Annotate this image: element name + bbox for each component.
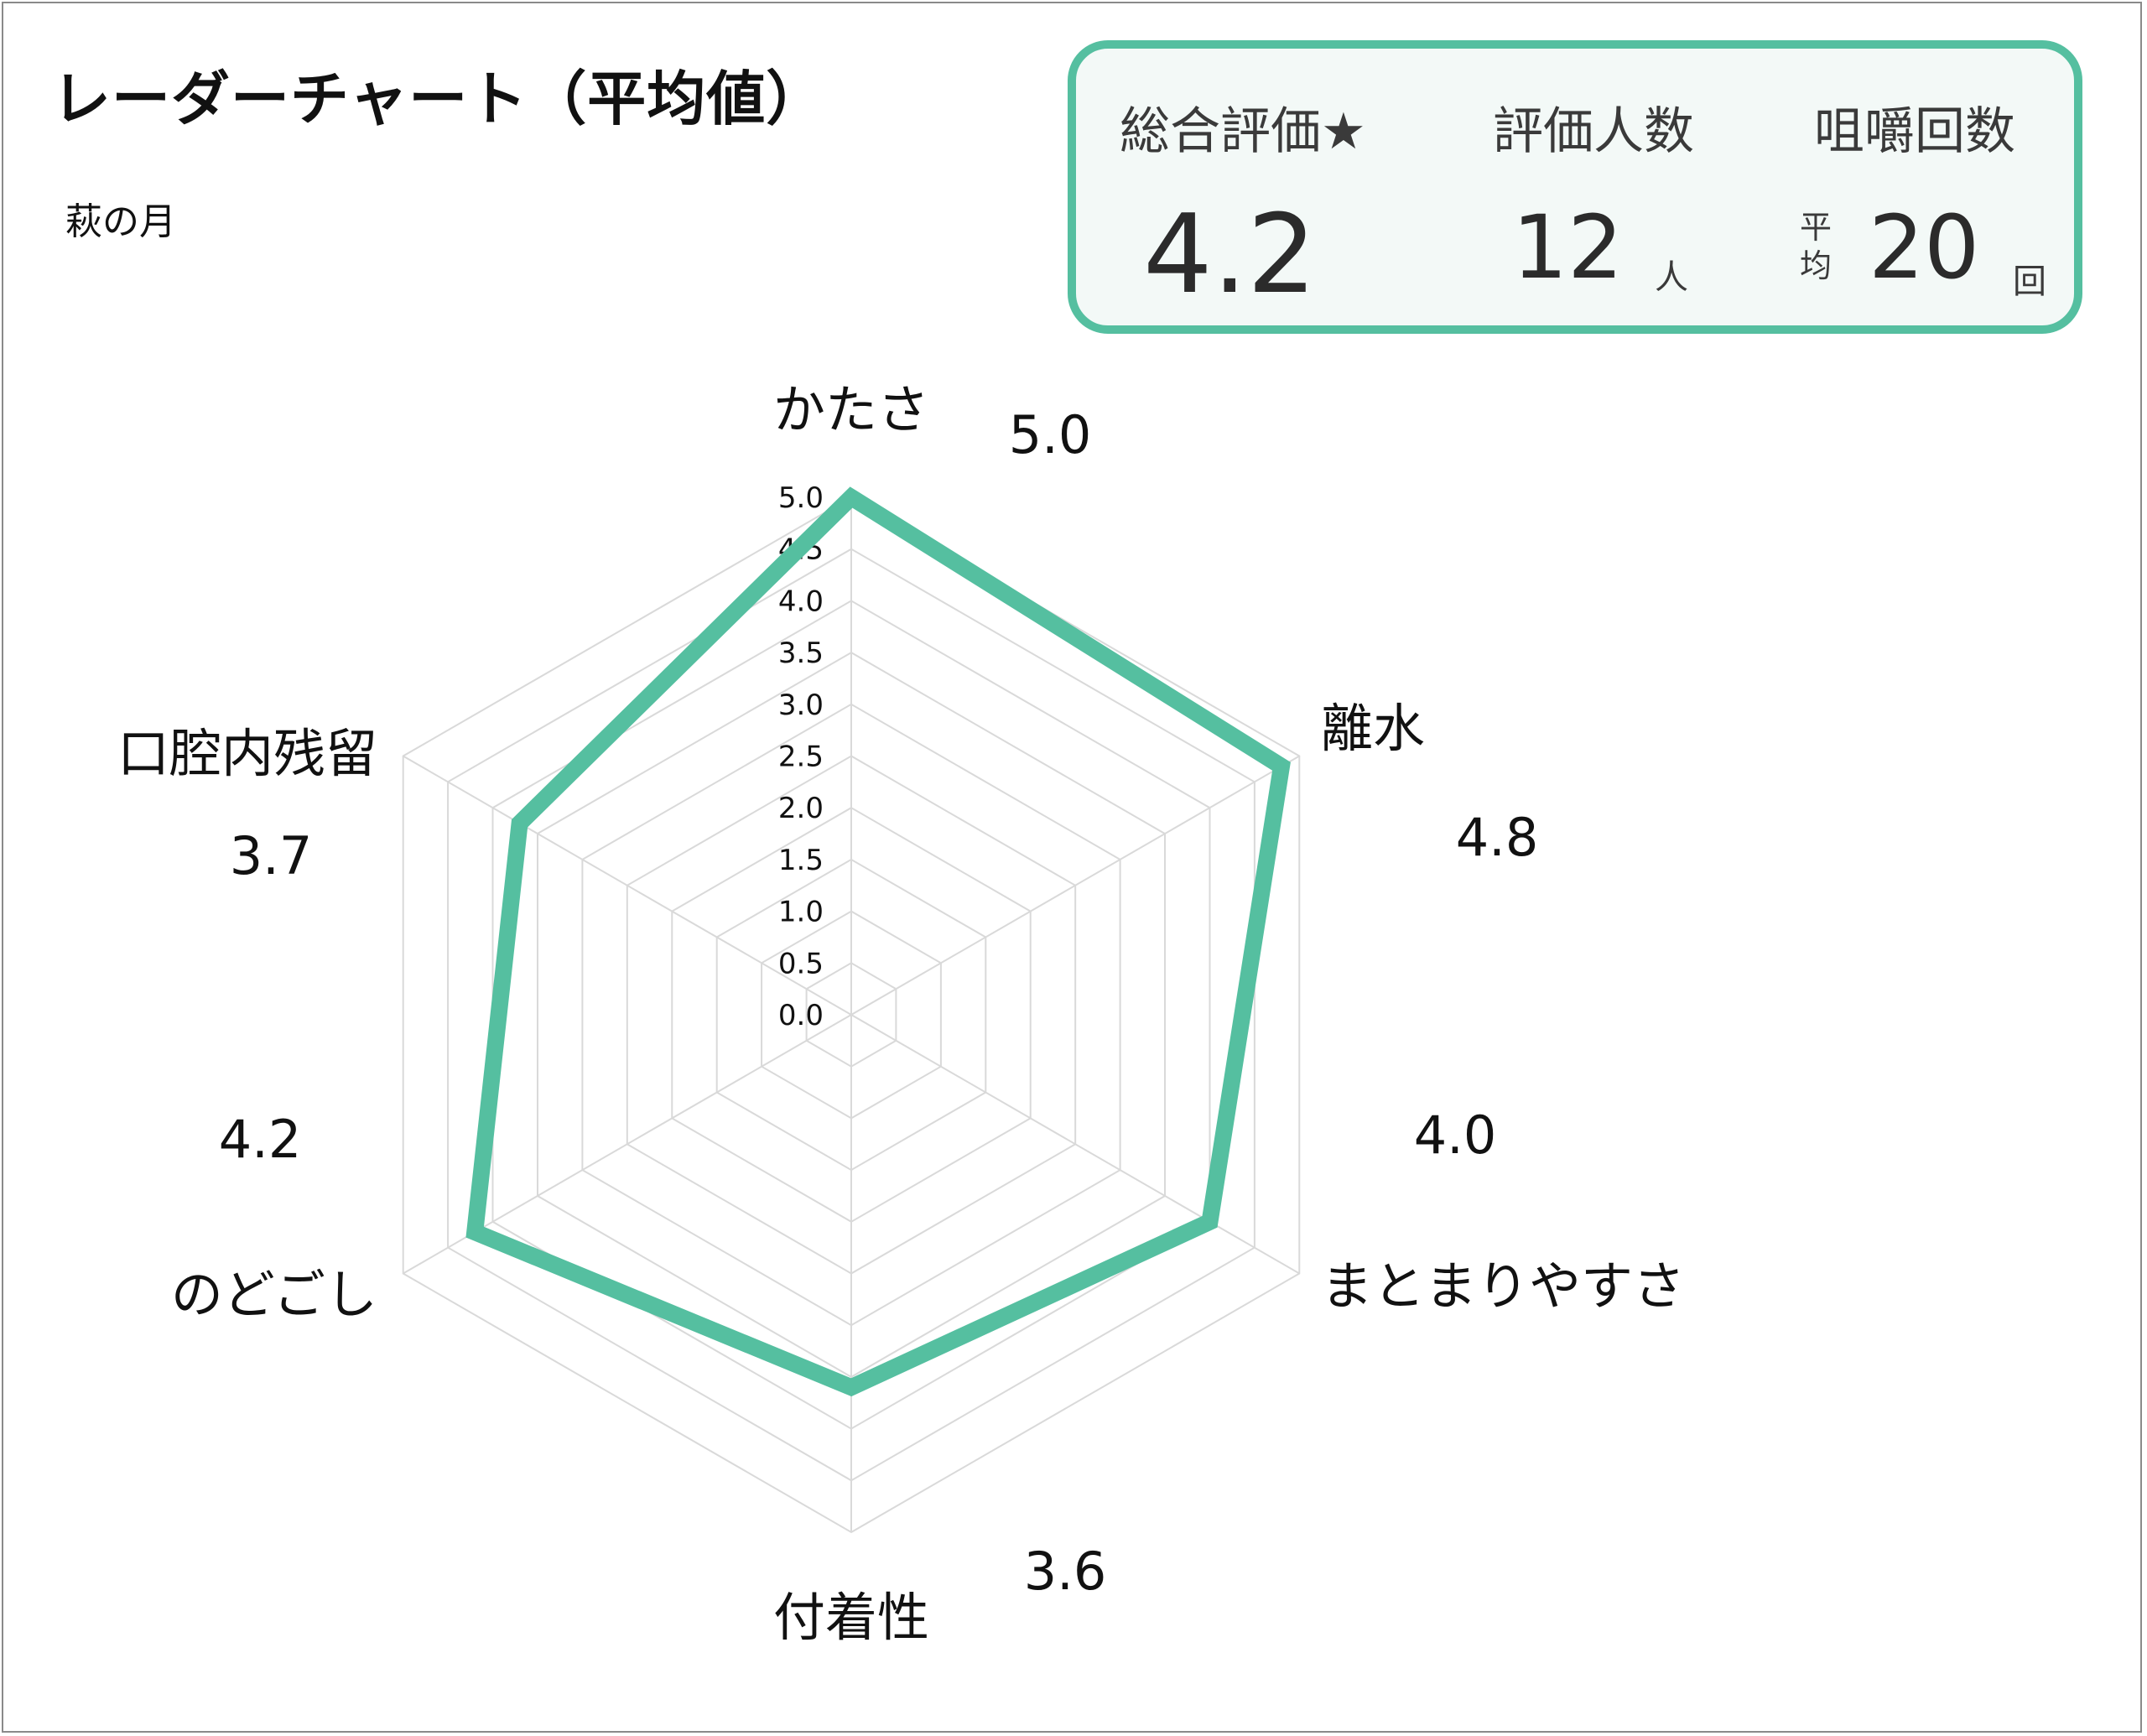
value-label: 4.0 (1414, 1104, 1497, 1166)
value-label: 4.8 (1456, 807, 1539, 868)
series-line (465, 486, 1291, 1397)
value-label: 5.0 (1009, 404, 1092, 465)
axis-label: かたさ (773, 379, 929, 440)
tick-label: 4.0 (778, 585, 824, 618)
value-label: 3.6 (1024, 1541, 1107, 1602)
chart-subtitle: 萩の月 (65, 200, 176, 243)
people-count-unit: 人 (1655, 258, 1688, 297)
chew-count-value: 20 (1869, 196, 1980, 299)
tick-label: 1.0 (778, 896, 824, 929)
tick-label: 0.0 (778, 999, 824, 1032)
axis-label: 離水 (1321, 698, 1425, 759)
tick-label: 0.5 (778, 947, 824, 980)
people-count-label: 評価人数 (1493, 102, 1694, 161)
tick-label: 5.0 (778, 481, 824, 515)
chew-count-label: 咀嚼回数 (1814, 102, 2015, 161)
grid-spoke (403, 755, 852, 1016)
radar-value-labels: 5.0 4.8 4.0 3.6 4.2 3.7 (219, 404, 1539, 1602)
tick-label: 1.5 (778, 844, 824, 877)
tick-label: 2.5 (778, 741, 824, 774)
axis-label: まとまりやすさ (1321, 1255, 1685, 1317)
chart-title: レーダーチャート（平均値） (52, 65, 826, 133)
radar-series (465, 486, 1291, 1397)
people-count-value: 12 (1512, 196, 1624, 299)
axis-label: のどごし (171, 1264, 377, 1325)
value-label: 3.7 (230, 825, 313, 886)
value-label: 4.2 (219, 1109, 302, 1170)
tick-label: 2.0 (778, 792, 824, 825)
grid-spoke (850, 1014, 1300, 1275)
chew-count-prefix: 平均 (1799, 209, 1832, 284)
tick-label: 3.0 (778, 689, 824, 722)
overall-rating-label: 総合評価★ (1120, 102, 1366, 161)
axis-label: 口腔内残留 (117, 723, 377, 784)
axis-label: 付着性 (773, 1587, 929, 1648)
grid-spoke (850, 755, 1300, 1016)
radar-grid (402, 496, 1301, 1534)
radar-tick-labels: 0.00.51.01.52.02.53.03.54.04.55.0 (778, 481, 824, 1032)
tick-label: 3.5 (778, 637, 824, 670)
summary-panel: 総合評価★ 4.2 評価人数 12 人 咀嚼回数 平均 20 回 (1068, 40, 2082, 334)
chew-count-unit: 回 (2013, 262, 2046, 301)
overall-rating-value: 4.2 (1143, 190, 1317, 318)
